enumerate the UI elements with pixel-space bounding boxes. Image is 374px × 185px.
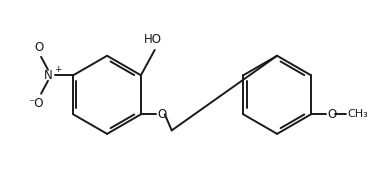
Text: HO: HO (143, 33, 162, 46)
Text: O: O (328, 108, 337, 121)
Text: O: O (157, 108, 167, 121)
Text: +: + (54, 65, 62, 74)
Text: N: N (44, 69, 52, 82)
Text: O: O (34, 41, 43, 54)
Text: ⁻O: ⁻O (28, 97, 43, 110)
Text: CH₃: CH₃ (347, 109, 368, 119)
